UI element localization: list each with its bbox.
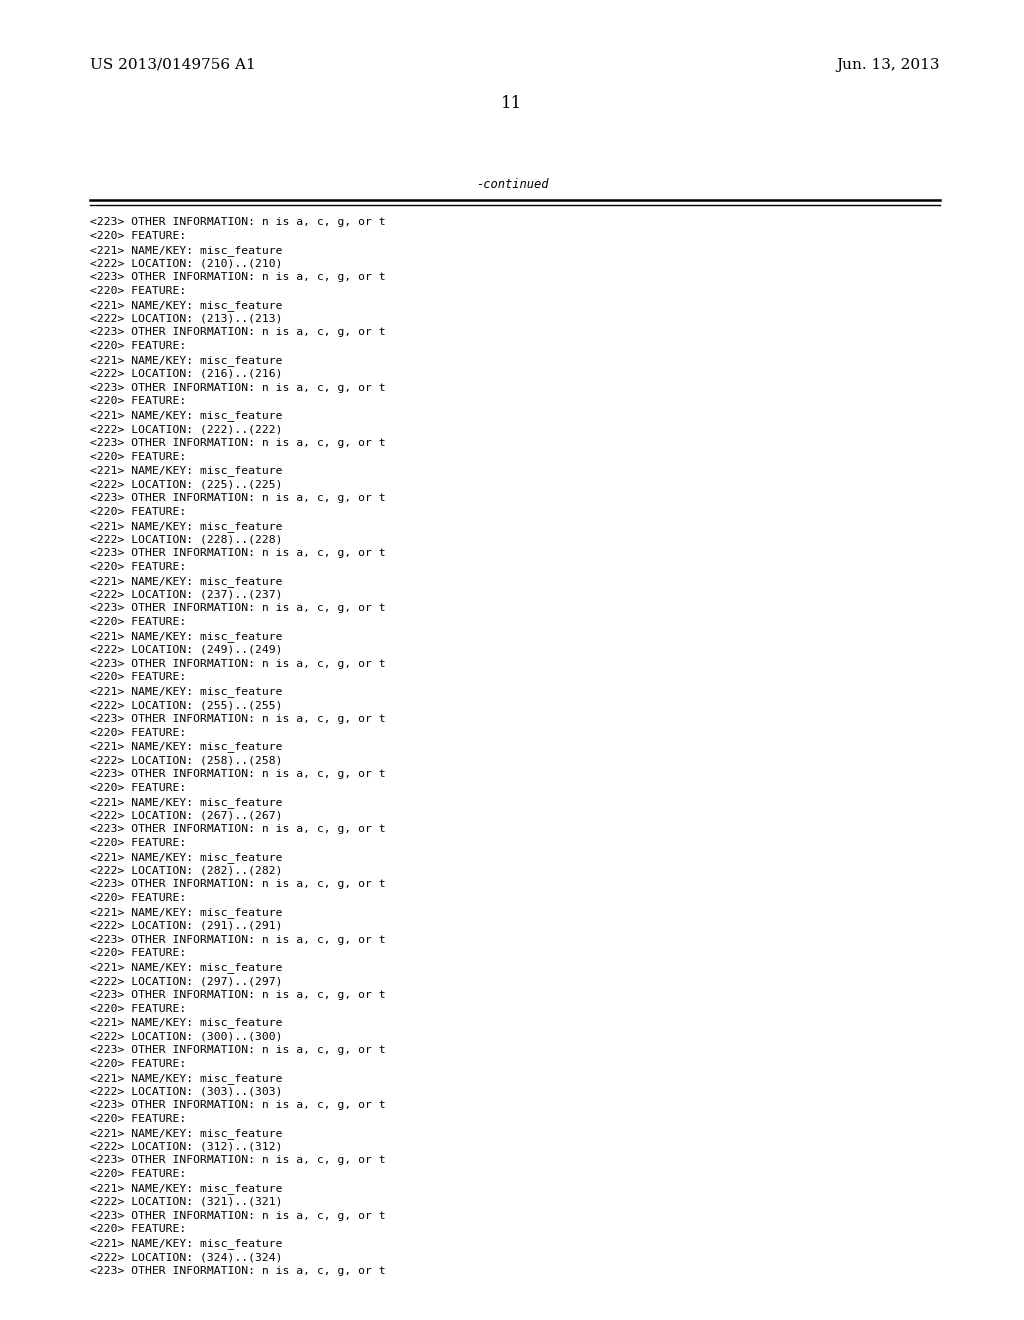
Text: <220> FEATURE:: <220> FEATURE: <box>90 507 186 517</box>
Text: <220> FEATURE:: <220> FEATURE: <box>90 231 186 240</box>
Text: <222> LOCATION: (255)..(255): <222> LOCATION: (255)..(255) <box>90 700 283 710</box>
Text: <220> FEATURE:: <220> FEATURE: <box>90 396 186 407</box>
Text: <223> OTHER INFORMATION: n is a, c, g, or t: <223> OTHER INFORMATION: n is a, c, g, o… <box>90 438 386 447</box>
Text: <221> NAME/KEY: misc_feature: <221> NAME/KEY: misc_feature <box>90 1183 283 1193</box>
Text: <221> NAME/KEY: misc_feature: <221> NAME/KEY: misc_feature <box>90 796 283 808</box>
Text: <220> FEATURE:: <220> FEATURE: <box>90 562 186 572</box>
Text: <222> LOCATION: (213)..(213): <222> LOCATION: (213)..(213) <box>90 314 283 323</box>
Text: <223> OTHER INFORMATION: n is a, c, g, or t: <223> OTHER INFORMATION: n is a, c, g, o… <box>90 1100 386 1110</box>
Text: <222> LOCATION: (258)..(258): <222> LOCATION: (258)..(258) <box>90 755 283 766</box>
Text: <220> FEATURE:: <220> FEATURE: <box>90 1003 186 1014</box>
Text: <223> OTHER INFORMATION: n is a, c, g, or t: <223> OTHER INFORMATION: n is a, c, g, o… <box>90 603 386 614</box>
Text: <220> FEATURE:: <220> FEATURE: <box>90 783 186 793</box>
Text: <221> NAME/KEY: misc_feature: <221> NAME/KEY: misc_feature <box>90 1127 283 1139</box>
Text: <223> OTHER INFORMATION: n is a, c, g, or t: <223> OTHER INFORMATION: n is a, c, g, o… <box>90 879 386 890</box>
Text: <222> LOCATION: (303)..(303): <222> LOCATION: (303)..(303) <box>90 1086 283 1097</box>
Text: <223> OTHER INFORMATION: n is a, c, g, or t: <223> OTHER INFORMATION: n is a, c, g, o… <box>90 492 386 503</box>
Text: <220> FEATURE:: <220> FEATURE: <box>90 672 186 682</box>
Text: <223> OTHER INFORMATION: n is a, c, g, or t: <223> OTHER INFORMATION: n is a, c, g, o… <box>90 990 386 999</box>
Text: <222> LOCATION: (324)..(324): <222> LOCATION: (324)..(324) <box>90 1251 283 1262</box>
Text: <223> OTHER INFORMATION: n is a, c, g, or t: <223> OTHER INFORMATION: n is a, c, g, o… <box>90 272 386 282</box>
Text: <220> FEATURE:: <220> FEATURE: <box>90 948 186 958</box>
Text: <221> NAME/KEY: misc_feature: <221> NAME/KEY: misc_feature <box>90 686 283 697</box>
Text: <222> LOCATION: (282)..(282): <222> LOCATION: (282)..(282) <box>90 866 283 875</box>
Text: <221> NAME/KEY: misc_feature: <221> NAME/KEY: misc_feature <box>90 1018 283 1028</box>
Text: <221> NAME/KEY: misc_feature: <221> NAME/KEY: misc_feature <box>90 576 283 586</box>
Text: <220> FEATURE:: <220> FEATURE: <box>90 894 186 903</box>
Text: <221> NAME/KEY: misc_feature: <221> NAME/KEY: misc_feature <box>90 851 283 863</box>
Text: <222> LOCATION: (297)..(297): <222> LOCATION: (297)..(297) <box>90 975 283 986</box>
Text: <221> NAME/KEY: misc_feature: <221> NAME/KEY: misc_feature <box>90 1073 283 1084</box>
Text: <222> LOCATION: (228)..(228): <222> LOCATION: (228)..(228) <box>90 535 283 544</box>
Text: <221> NAME/KEY: misc_feature: <221> NAME/KEY: misc_feature <box>90 631 283 642</box>
Text: <221> NAME/KEY: misc_feature: <221> NAME/KEY: misc_feature <box>90 300 283 310</box>
Text: <223> OTHER INFORMATION: n is a, c, g, or t: <223> OTHER INFORMATION: n is a, c, g, o… <box>90 383 386 392</box>
Text: 11: 11 <box>502 95 522 112</box>
Text: <222> LOCATION: (321)..(321): <222> LOCATION: (321)..(321) <box>90 1197 283 1206</box>
Text: <223> OTHER INFORMATION: n is a, c, g, or t: <223> OTHER INFORMATION: n is a, c, g, o… <box>90 1210 386 1221</box>
Text: <222> LOCATION: (210)..(210): <222> LOCATION: (210)..(210) <box>90 259 283 268</box>
Text: <220> FEATURE:: <220> FEATURE: <box>90 341 186 351</box>
Text: <221> NAME/KEY: misc_feature: <221> NAME/KEY: misc_feature <box>90 244 283 256</box>
Text: <221> NAME/KEY: misc_feature: <221> NAME/KEY: misc_feature <box>90 1238 283 1249</box>
Text: <221> NAME/KEY: misc_feature: <221> NAME/KEY: misc_feature <box>90 962 283 973</box>
Text: <220> FEATURE:: <220> FEATURE: <box>90 286 186 296</box>
Text: <222> LOCATION: (267)..(267): <222> LOCATION: (267)..(267) <box>90 810 283 821</box>
Text: <223> OTHER INFORMATION: n is a, c, g, or t: <223> OTHER INFORMATION: n is a, c, g, o… <box>90 935 386 945</box>
Text: US 2013/0149756 A1: US 2013/0149756 A1 <box>90 58 256 73</box>
Text: <223> OTHER INFORMATION: n is a, c, g, or t: <223> OTHER INFORMATION: n is a, c, g, o… <box>90 548 386 558</box>
Text: -continued: -continued <box>476 178 548 191</box>
Text: <220> FEATURE:: <220> FEATURE: <box>90 1114 186 1125</box>
Text: <220> FEATURE:: <220> FEATURE: <box>90 451 186 462</box>
Text: <220> FEATURE:: <220> FEATURE: <box>90 618 186 627</box>
Text: <222> LOCATION: (222)..(222): <222> LOCATION: (222)..(222) <box>90 424 283 434</box>
Text: <223> OTHER INFORMATION: n is a, c, g, or t: <223> OTHER INFORMATION: n is a, c, g, o… <box>90 824 386 834</box>
Text: <223> OTHER INFORMATION: n is a, c, g, or t: <223> OTHER INFORMATION: n is a, c, g, o… <box>90 1266 386 1276</box>
Text: <221> NAME/KEY: misc_feature: <221> NAME/KEY: misc_feature <box>90 742 283 752</box>
Text: <222> LOCATION: (291)..(291): <222> LOCATION: (291)..(291) <box>90 921 283 931</box>
Text: <223> OTHER INFORMATION: n is a, c, g, or t: <223> OTHER INFORMATION: n is a, c, g, o… <box>90 714 386 723</box>
Text: <222> LOCATION: (216)..(216): <222> LOCATION: (216)..(216) <box>90 368 283 379</box>
Text: <221> NAME/KEY: misc_feature: <221> NAME/KEY: misc_feature <box>90 411 283 421</box>
Text: <220> FEATURE:: <220> FEATURE: <box>90 1225 186 1234</box>
Text: <221> NAME/KEY: misc_feature: <221> NAME/KEY: misc_feature <box>90 466 283 477</box>
Text: <223> OTHER INFORMATION: n is a, c, g, or t: <223> OTHER INFORMATION: n is a, c, g, o… <box>90 770 386 779</box>
Text: <223> OTHER INFORMATION: n is a, c, g, or t: <223> OTHER INFORMATION: n is a, c, g, o… <box>90 1155 386 1166</box>
Text: <220> FEATURE:: <220> FEATURE: <box>90 727 186 738</box>
Text: <222> LOCATION: (249)..(249): <222> LOCATION: (249)..(249) <box>90 644 283 655</box>
Text: <221> NAME/KEY: misc_feature: <221> NAME/KEY: misc_feature <box>90 520 283 532</box>
Text: <222> LOCATION: (312)..(312): <222> LOCATION: (312)..(312) <box>90 1142 283 1151</box>
Text: <223> OTHER INFORMATION: n is a, c, g, or t: <223> OTHER INFORMATION: n is a, c, g, o… <box>90 1045 386 1055</box>
Text: <223> OTHER INFORMATION: n is a, c, g, or t: <223> OTHER INFORMATION: n is a, c, g, o… <box>90 327 386 338</box>
Text: <222> LOCATION: (300)..(300): <222> LOCATION: (300)..(300) <box>90 1031 283 1041</box>
Text: <222> LOCATION: (225)..(225): <222> LOCATION: (225)..(225) <box>90 479 283 490</box>
Text: <223> OTHER INFORMATION: n is a, c, g, or t: <223> OTHER INFORMATION: n is a, c, g, o… <box>90 659 386 669</box>
Text: <221> NAME/KEY: misc_feature: <221> NAME/KEY: misc_feature <box>90 907 283 917</box>
Text: <222> LOCATION: (237)..(237): <222> LOCATION: (237)..(237) <box>90 590 283 599</box>
Text: <220> FEATURE:: <220> FEATURE: <box>90 1170 186 1179</box>
Text: <220> FEATURE:: <220> FEATURE: <box>90 838 186 847</box>
Text: Jun. 13, 2013: Jun. 13, 2013 <box>837 58 940 73</box>
Text: <221> NAME/KEY: misc_feature: <221> NAME/KEY: misc_feature <box>90 355 283 366</box>
Text: <220> FEATURE:: <220> FEATURE: <box>90 1059 186 1069</box>
Text: <223> OTHER INFORMATION: n is a, c, g, or t: <223> OTHER INFORMATION: n is a, c, g, o… <box>90 216 386 227</box>
